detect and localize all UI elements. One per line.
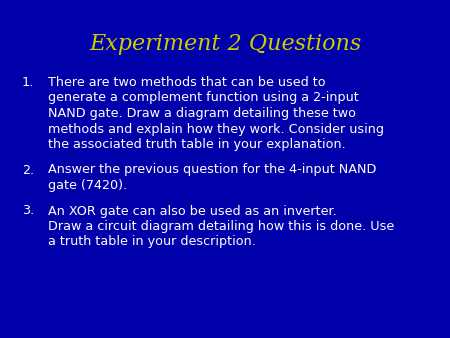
Text: generate a complement function using a 2-input: generate a complement function using a 2… [48, 92, 359, 104]
Text: Draw a circuit diagram detailing how this is done. Use: Draw a circuit diagram detailing how thi… [48, 220, 394, 233]
Text: methods and explain how they work. Consider using: methods and explain how they work. Consi… [48, 122, 384, 136]
Text: There are two methods that can be used to: There are two methods that can be used t… [48, 76, 326, 89]
Text: 1.: 1. [22, 76, 34, 89]
Text: the associated truth table in your explanation.: the associated truth table in your expla… [48, 138, 346, 151]
Text: Experiment 2 Questions: Experiment 2 Questions [89, 33, 361, 55]
Text: An XOR gate can also be used as an inverter.: An XOR gate can also be used as an inver… [48, 204, 337, 217]
Text: Answer the previous question for the 4-input NAND: Answer the previous question for the 4-i… [48, 164, 376, 176]
Text: gate (7420).: gate (7420). [48, 179, 127, 192]
Text: a truth table in your description.: a truth table in your description. [48, 236, 256, 248]
Text: 3.: 3. [22, 204, 34, 217]
Text: 2.: 2. [22, 164, 34, 176]
Text: NAND gate. Draw a diagram detailing these two: NAND gate. Draw a diagram detailing thes… [48, 107, 356, 120]
